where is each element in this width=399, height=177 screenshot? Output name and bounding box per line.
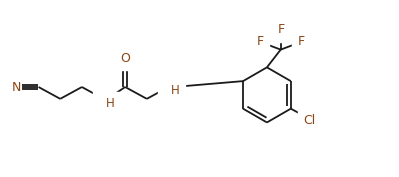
Text: O: O xyxy=(120,52,130,65)
Text: H: H xyxy=(171,84,180,98)
Text: Cl: Cl xyxy=(303,114,316,127)
Text: N: N xyxy=(99,93,108,106)
Text: F: F xyxy=(298,35,305,48)
Text: H: H xyxy=(106,97,115,110)
Text: F: F xyxy=(257,35,264,48)
Text: N: N xyxy=(164,79,173,93)
Text: F: F xyxy=(278,23,285,36)
Text: N: N xyxy=(12,81,22,93)
